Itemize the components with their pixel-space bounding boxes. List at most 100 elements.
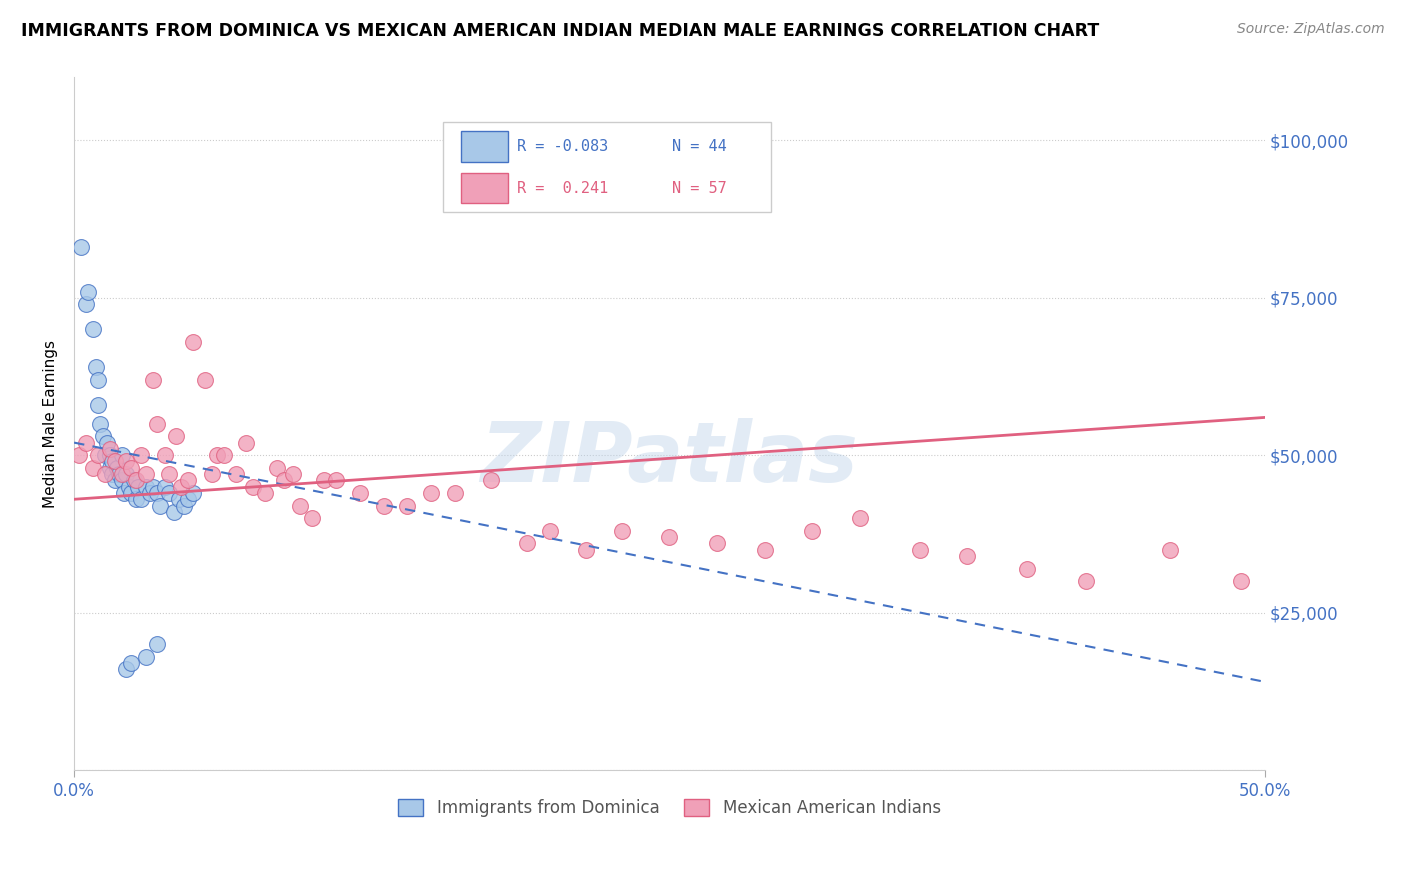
Point <box>253 486 276 500</box>
Point <box>70 240 93 254</box>
Point <box>173 499 195 513</box>
Point <box>1076 574 1098 588</box>
Point <box>129 448 152 462</box>
Point <box>125 492 148 507</box>
Point <box>118 480 141 494</box>
Point <box>444 486 467 500</box>
Point <box>194 373 217 387</box>
Point <box>75 435 97 450</box>
Point <box>146 486 169 500</box>
FancyBboxPatch shape <box>461 131 508 162</box>
Point <box>67 448 90 462</box>
Point <box>120 656 142 670</box>
Point <box>225 467 247 481</box>
Text: R =  0.241: R = 0.241 <box>517 181 609 195</box>
Point <box>75 297 97 311</box>
Point <box>115 467 138 481</box>
Point <box>105 460 128 475</box>
Point <box>146 637 169 651</box>
Point <box>87 398 110 412</box>
Point <box>111 474 134 488</box>
Text: N = 57: N = 57 <box>672 181 727 195</box>
Point <box>610 524 633 538</box>
Text: IMMIGRANTS FROM DOMINICA VS MEXICAN AMERICAN INDIAN MEDIAN MALE EARNINGS CORRELA: IMMIGRANTS FROM DOMINICA VS MEXICAN AMER… <box>21 22 1099 40</box>
Point <box>167 492 190 507</box>
Point <box>84 359 107 374</box>
Point <box>301 511 323 525</box>
Point <box>314 474 336 488</box>
Point <box>849 511 872 525</box>
Point <box>266 460 288 475</box>
FancyBboxPatch shape <box>461 173 508 203</box>
Point <box>120 486 142 500</box>
Point <box>181 486 204 500</box>
Point <box>157 486 180 500</box>
Point <box>146 417 169 431</box>
Point <box>108 467 131 481</box>
Point <box>91 429 114 443</box>
Point <box>111 467 134 481</box>
Point <box>149 499 172 513</box>
Point <box>177 474 200 488</box>
Point <box>157 467 180 481</box>
Point <box>420 486 443 500</box>
Point <box>98 442 121 456</box>
Point <box>163 505 186 519</box>
Point <box>125 474 148 488</box>
Point <box>575 542 598 557</box>
Text: Source: ZipAtlas.com: Source: ZipAtlas.com <box>1237 22 1385 37</box>
Point <box>283 467 305 481</box>
Point <box>212 448 235 462</box>
Point <box>396 499 419 513</box>
Point <box>235 435 257 450</box>
Point <box>112 486 135 500</box>
Point <box>87 373 110 387</box>
Point <box>153 480 176 494</box>
Point <box>135 480 157 494</box>
Point <box>135 649 157 664</box>
Point <box>516 536 538 550</box>
Text: ZIPatlas: ZIPatlas <box>481 417 859 499</box>
Point <box>96 435 118 450</box>
Point <box>242 480 264 494</box>
Point <box>142 373 165 387</box>
Point <box>129 492 152 507</box>
Point <box>1015 561 1038 575</box>
Text: R = -0.083: R = -0.083 <box>517 139 609 154</box>
Point <box>956 549 979 563</box>
Point <box>538 524 561 538</box>
Point <box>153 448 176 462</box>
Point <box>479 474 502 488</box>
Point <box>908 542 931 557</box>
Point <box>170 480 193 494</box>
Point <box>1230 574 1253 588</box>
Point <box>101 454 124 468</box>
Point <box>103 474 125 488</box>
Y-axis label: Median Male Earnings: Median Male Earnings <box>44 340 58 508</box>
Point <box>115 662 138 676</box>
Point <box>325 474 347 488</box>
Point <box>201 467 224 481</box>
Point <box>290 499 312 513</box>
Point <box>82 460 104 475</box>
Point <box>89 417 111 431</box>
Point <box>94 467 117 481</box>
Point <box>658 530 681 544</box>
Point <box>273 474 295 488</box>
Point <box>142 480 165 494</box>
Point <box>166 429 188 443</box>
Point <box>706 536 728 550</box>
Point <box>181 334 204 349</box>
Point <box>801 524 824 538</box>
Point <box>205 448 228 462</box>
Point <box>127 480 149 494</box>
Point <box>94 448 117 462</box>
Point <box>77 285 100 299</box>
Point <box>98 448 121 462</box>
Point <box>122 474 145 488</box>
Point <box>1159 542 1181 557</box>
FancyBboxPatch shape <box>443 122 770 212</box>
Point <box>98 460 121 475</box>
Point <box>103 454 125 468</box>
Text: N = 44: N = 44 <box>672 139 727 154</box>
